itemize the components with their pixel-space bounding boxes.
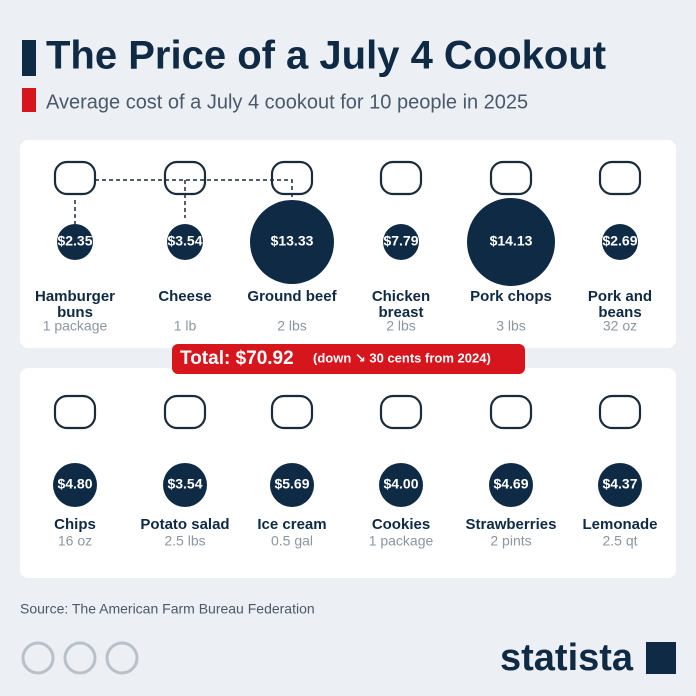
item-name: Pork chops <box>470 288 552 305</box>
item-icon <box>270 160 314 196</box>
item-icon <box>163 160 207 196</box>
item-amount: 16 oz <box>58 533 92 549</box>
item-amount: 2 pints <box>490 533 531 549</box>
price-circle <box>467 198 555 286</box>
subtitle: Average cost of a July 4 cookout for 10 … <box>46 91 528 113</box>
item-name: Pork and <box>588 288 652 305</box>
price-circle <box>598 463 642 507</box>
item-icon <box>270 394 314 430</box>
item-icon <box>489 160 533 196</box>
item-name: Potato salad <box>140 516 229 533</box>
price-circle <box>602 224 638 260</box>
item-amount: 32 oz <box>603 318 637 334</box>
total-badge <box>172 344 525 374</box>
item-amount: 2 lbs <box>386 318 416 334</box>
item-name: Cheese <box>158 288 211 305</box>
price: $4.69 <box>493 476 528 492</box>
price-circle <box>489 463 533 507</box>
item-name: Ice cream <box>257 516 326 533</box>
price-circle <box>379 463 423 507</box>
item-icon <box>379 394 423 430</box>
item-amount: 1 package <box>43 318 108 334</box>
item-name: Cookies <box>372 516 430 533</box>
subtitle-bar <box>22 88 36 112</box>
price: $4.37 <box>602 476 637 492</box>
source: Source: The American Farm Bureau Federat… <box>20 601 315 617</box>
title: The Price of a July 4 Cookout <box>46 34 606 78</box>
item-name: buns <box>57 304 93 321</box>
item-name: Strawberries <box>466 516 557 533</box>
price: $5.69 <box>274 476 309 492</box>
price: $4.00 <box>383 476 418 492</box>
item-amount: 2.5 lbs <box>164 533 205 549</box>
price: $13.33 <box>271 233 314 249</box>
price-circle <box>250 200 334 284</box>
brand: statista <box>500 637 634 679</box>
item-icon <box>598 160 642 196</box>
price-circle <box>270 463 314 507</box>
item-amount: 3 lbs <box>496 318 526 334</box>
item-amount: 2.5 qt <box>602 533 637 549</box>
price: $4.80 <box>57 476 92 492</box>
panel <box>20 368 676 578</box>
license-icons <box>21 641 139 675</box>
item-name: Chips <box>54 516 96 533</box>
item-icon <box>379 160 423 196</box>
price: $2.35 <box>57 233 92 249</box>
item-name: Chicken <box>372 288 430 305</box>
item-name: Ground beef <box>247 288 337 305</box>
price-circle <box>163 463 207 507</box>
title-bar <box>22 40 36 76</box>
price: $2.69 <box>602 233 637 249</box>
item-amount: 0.5 gal <box>271 533 313 549</box>
panel <box>20 140 676 348</box>
item-icon <box>489 394 533 430</box>
item-amount: 1 package <box>369 533 434 549</box>
item-amount: 2 lbs <box>277 318 307 334</box>
item-icon <box>53 394 97 430</box>
connector <box>74 179 293 225</box>
total: Total: $70.92 <box>180 348 294 369</box>
price-circle <box>53 463 97 507</box>
item-name: Lemonade <box>582 516 657 533</box>
price-circle <box>383 224 419 260</box>
price-circle <box>57 224 93 260</box>
item-icon <box>163 394 207 430</box>
total-note: (down ↘ 30 cents from 2024) <box>313 350 491 365</box>
price: $3.54 <box>167 476 202 492</box>
item-name: Hamburger <box>35 288 115 305</box>
price: $7.79 <box>383 233 418 249</box>
item-amount: 1 lb <box>174 318 197 334</box>
item-icon <box>53 160 97 196</box>
price-circle <box>167 224 203 260</box>
item-icon <box>598 394 642 430</box>
price: $3.54 <box>167 233 202 249</box>
price: $14.13 <box>490 233 533 249</box>
item-name: breast <box>378 304 423 321</box>
brand-logo <box>646 642 676 674</box>
item-name: beans <box>598 304 641 321</box>
